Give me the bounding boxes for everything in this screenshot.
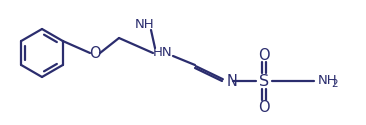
- Text: O: O: [258, 48, 270, 62]
- Text: NH: NH: [318, 74, 337, 88]
- Text: N: N: [227, 74, 238, 88]
- Text: O: O: [258, 100, 270, 114]
- Text: S: S: [259, 74, 269, 88]
- Text: NH: NH: [135, 18, 155, 32]
- Text: 2: 2: [331, 79, 337, 89]
- Text: HN: HN: [153, 46, 173, 60]
- Text: O: O: [89, 46, 101, 60]
